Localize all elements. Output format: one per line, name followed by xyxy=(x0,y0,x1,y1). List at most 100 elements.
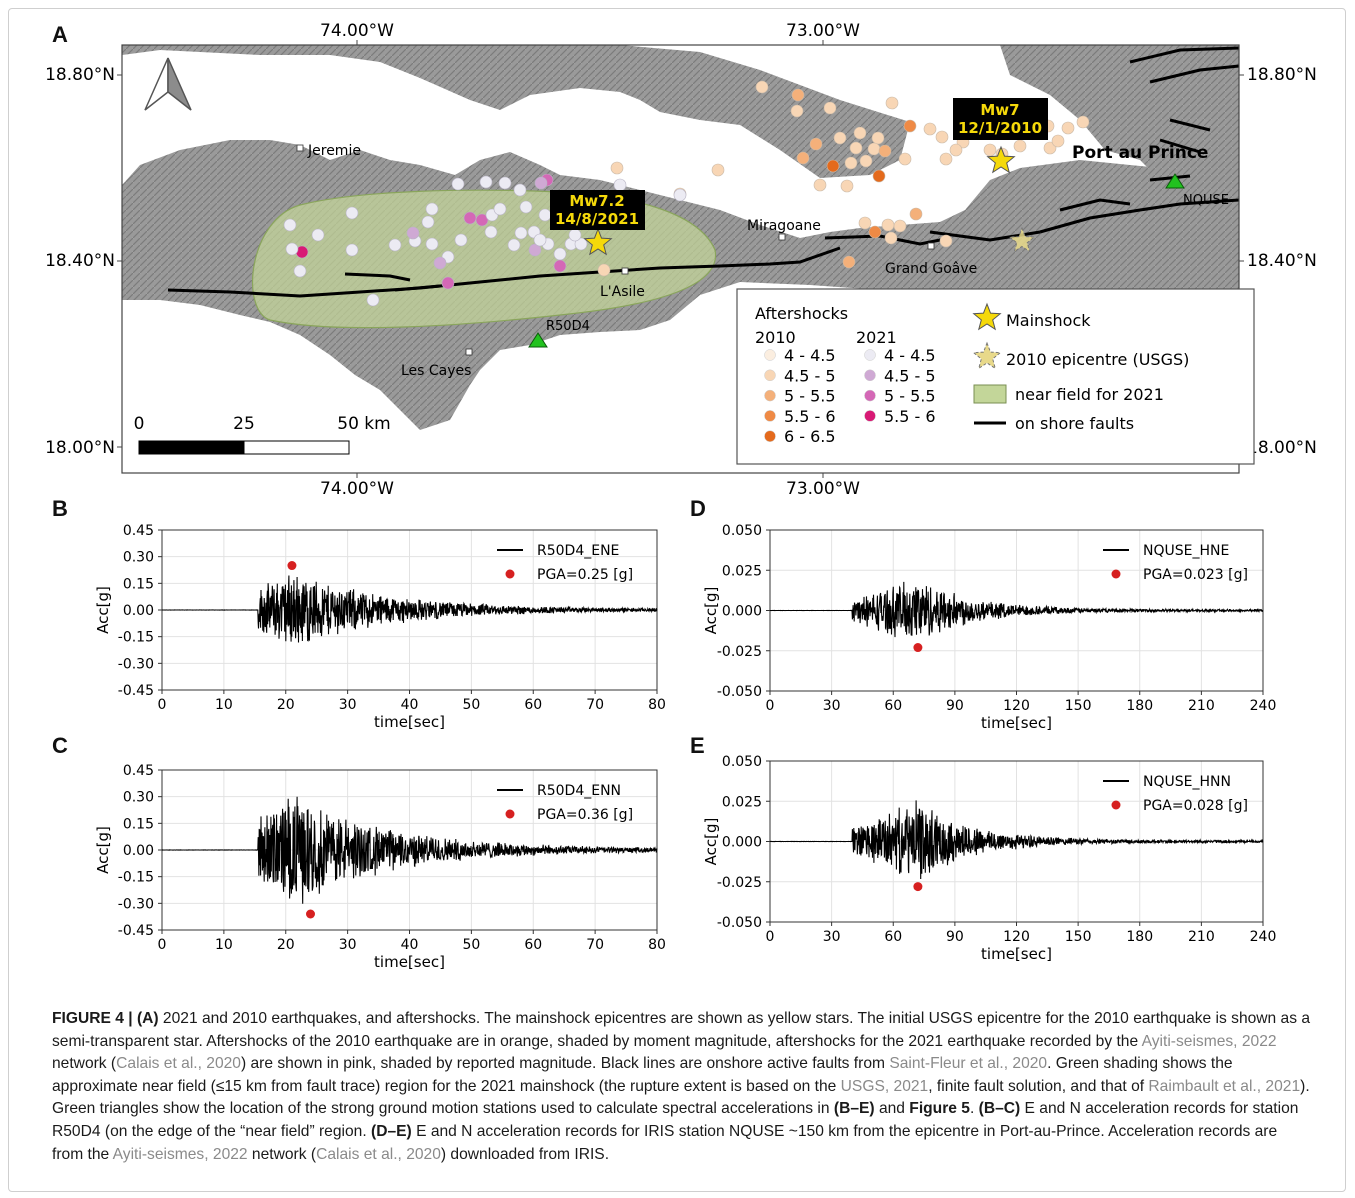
x-tick-label: 0 xyxy=(158,697,167,713)
aftershock-2010-point xyxy=(885,96,899,110)
legend-pga-label: PGA=0.25 [g] xyxy=(537,567,633,583)
x-tick-label: 180 xyxy=(1126,698,1153,714)
caption-link[interactable]: Calais et al., 2020 xyxy=(116,1055,241,1073)
y-tick-label: -0.45 xyxy=(118,683,154,699)
caption-link[interactable]: Calais et al., 2020 xyxy=(316,1145,441,1163)
waveform-line xyxy=(769,800,1264,880)
aftershock-2010-point xyxy=(872,169,886,183)
x-tick-label: 80 xyxy=(648,697,666,713)
y-axis-label: Acc[g] xyxy=(702,587,720,635)
x-tick-label: 150 xyxy=(1065,698,1092,714)
legend-pga-swatch xyxy=(1111,569,1121,579)
lat-label-1800-left: 18.00°N xyxy=(45,438,115,458)
place-port-au-prince: Port au Prince xyxy=(1072,143,1208,163)
annotation-2021: Mw7.2 14/8/2021 xyxy=(550,190,645,230)
x-tick-label: 30 xyxy=(339,697,357,713)
caption-link[interactable]: Ayiti-seismes, 2022 xyxy=(112,1145,248,1163)
acceleration-charts: 0 10 20 30 40 50 60 70 80 0.45 0.30 0.15 0.00 -0.15 -0… xyxy=(94,523,1276,971)
caption-link[interactable]: Ayiti-seismes, 2022 xyxy=(1141,1032,1277,1050)
x-tick-label: 210 xyxy=(1188,929,1215,945)
aftershock-2010-point xyxy=(813,178,827,192)
y-tick-label: 0.45 xyxy=(123,523,154,539)
svg-text:14/8/2021: 14/8/2021 xyxy=(555,210,639,228)
jeremie-marker xyxy=(296,144,304,152)
miragoane-marker xyxy=(778,233,786,241)
caption-link[interactable]: Saint-Fleur et al., 2020 xyxy=(889,1055,1048,1073)
legend-pga-label: PGA=0.36 [g] xyxy=(537,807,633,823)
aftershock-2010-point xyxy=(949,143,963,157)
x-tick-label: 10 xyxy=(215,937,233,953)
y-tick-label: 0.025 xyxy=(722,563,762,579)
aftershock-2010-point xyxy=(610,161,624,175)
x-tick-label: 10 xyxy=(215,697,233,713)
y-tick-label: 0.050 xyxy=(722,754,762,770)
aftershock-2010-point xyxy=(833,131,847,145)
legend-pga-swatch xyxy=(1111,800,1121,810)
pga-point xyxy=(913,643,923,653)
aftershock-2010-point xyxy=(871,131,885,145)
y-axis-label: Acc[g] xyxy=(94,586,112,634)
lon-label-74-top: 74.00°W xyxy=(320,21,394,41)
aftershock-2010-point xyxy=(923,122,937,136)
legend-mainshock-star-icon xyxy=(972,302,1002,331)
aftershock-2010-point xyxy=(823,101,837,115)
aftershock-2021-point xyxy=(533,233,547,247)
x-axis-label: time[sec] xyxy=(374,713,445,731)
aftershock-2010-point xyxy=(1076,115,1090,129)
legend-2021-heading: 2021 xyxy=(856,328,897,347)
aftershock-2021-point xyxy=(553,259,567,273)
legend-series-name: NQUSE_HNE xyxy=(1143,543,1229,559)
x-axis-label: time[sec] xyxy=(981,714,1052,732)
lat-label-1800-right: 18.00°N xyxy=(1247,438,1317,458)
aftershock-2010-point xyxy=(791,88,805,102)
waveform-line xyxy=(161,796,658,904)
waveform-line xyxy=(162,575,658,643)
lon-label-73-top: 73.00°W xyxy=(786,21,860,41)
aftershock-points xyxy=(283,80,1090,307)
x-tick-label: 60 xyxy=(524,697,542,713)
aftershock-2010-point xyxy=(1043,141,1057,155)
legend-2021-swatch xyxy=(864,410,876,422)
aftershock-2021-point xyxy=(406,226,420,240)
x-tick-label: 70 xyxy=(586,697,604,713)
aftershock-2010-point xyxy=(858,216,872,230)
map-legend: Aftershocks 2010 2021 4 - 4.54.5 - 55 - … xyxy=(736,288,1255,465)
x-tick-label: 0 xyxy=(766,929,775,945)
aftershock-2010-point xyxy=(884,231,898,245)
x-tick-label: 60 xyxy=(524,937,542,953)
caption-link[interactable]: Raimbault et al., 2021 xyxy=(1148,1077,1301,1095)
x-axis-label: time[sec] xyxy=(981,945,1052,963)
legend-pga-swatch xyxy=(505,809,515,819)
legend-2010-heading: 2010 xyxy=(755,328,796,347)
caption-link[interactable]: USGS, 2021 xyxy=(840,1077,929,1095)
y-axis-label: Acc[g] xyxy=(94,826,112,874)
y-tick-label: -0.30 xyxy=(118,896,154,912)
aftershock-2010-point xyxy=(939,152,953,166)
x-tick-label: 30 xyxy=(823,929,841,945)
aftershock-2010-point xyxy=(939,234,953,248)
legend-pga-swatch xyxy=(505,569,515,579)
legend-2010-swatch xyxy=(764,389,776,402)
x-tick-label: 180 xyxy=(1126,929,1153,945)
aftershock-2021-point xyxy=(425,202,439,216)
aftershock-2021-point xyxy=(388,238,402,252)
legend-2021-swatch xyxy=(864,389,876,402)
aftershock-2021-point xyxy=(479,175,493,189)
legend-2010-swatch xyxy=(764,349,776,361)
aftershock-2021-point xyxy=(311,228,325,242)
lon-label-74-bottom: 74.00°W xyxy=(320,479,394,499)
station-r50d4-icon xyxy=(528,332,548,348)
y-tick-label: 0.00 xyxy=(123,843,154,859)
aftershock-2021-point xyxy=(366,293,380,307)
map-panel: 74.00°W 73.00°W 74.00°W 73.00°W 18.80°N … xyxy=(45,21,1317,499)
legend-pga-label: PGA=0.028 [g] xyxy=(1143,798,1248,814)
lat-label-1840-left: 18.40°N xyxy=(45,251,115,271)
figure-caption: FIGURE 4 | (A) 2021 and 2010 earthquakes… xyxy=(52,1010,1311,1163)
panel-label-c: C xyxy=(52,733,68,758)
aftershock-2021-point xyxy=(507,238,521,252)
legend-2021-label: 4.5 - 5 xyxy=(884,366,936,385)
legend-fault-label: on shore faults xyxy=(1015,414,1134,433)
aftershock-2021-point xyxy=(421,215,435,229)
lat-label-1880-right: 18.80°N xyxy=(1247,65,1317,85)
aftershock-2010-point xyxy=(1051,134,1065,148)
